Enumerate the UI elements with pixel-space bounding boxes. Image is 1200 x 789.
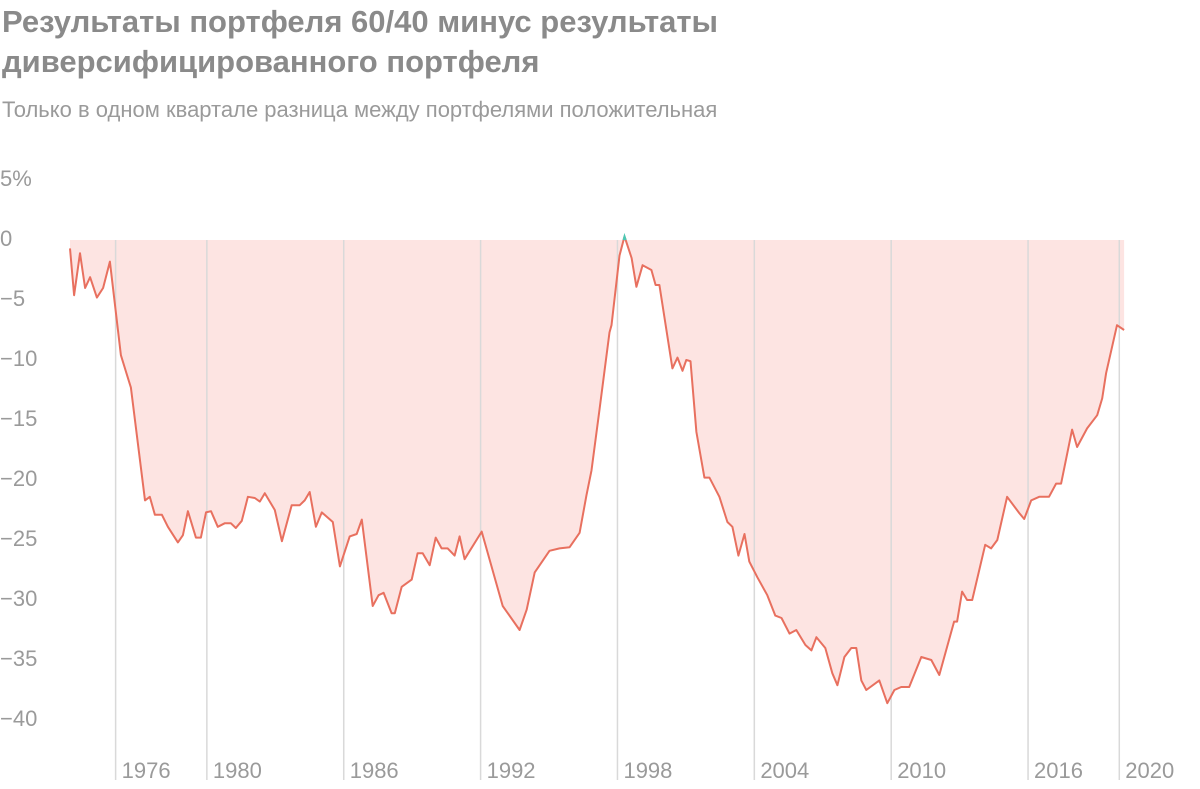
- x-tick-label: 1986: [350, 758, 399, 783]
- y-tick-label: −10: [0, 346, 37, 371]
- x-tick-label: 1992: [487, 758, 536, 783]
- x-tick-label: 1998: [623, 758, 672, 783]
- y-tick-label: −25: [0, 526, 37, 551]
- chart-subtitle: Только в одном квартале разница между по…: [2, 97, 718, 122]
- y-tick-label: 5%: [0, 166, 32, 191]
- area: [70, 236, 1125, 704]
- x-tick-label: 2004: [760, 758, 809, 783]
- y-tick-label: −5: [0, 286, 25, 311]
- y-tick-label: −20: [0, 466, 37, 491]
- y-tick-label: −15: [0, 406, 37, 431]
- positive-segment: [622, 232, 627, 241]
- y-tick-label: −40: [0, 706, 37, 731]
- x-tick-label: 2020: [1125, 758, 1174, 783]
- x-tick-label: 1976: [122, 758, 171, 783]
- y-tick-label: 0: [0, 226, 12, 251]
- y-tick-label: −35: [0, 646, 37, 671]
- x-tick-label: 1980: [213, 758, 262, 783]
- line: [69, 235, 1125, 705]
- x-tick-label: 2010: [897, 758, 946, 783]
- y-tick-label: −30: [0, 586, 37, 611]
- x-tick-label: 2016: [1034, 758, 1083, 783]
- chart-title: Результаты портфеля 60/40 минус результа…: [2, 4, 719, 79]
